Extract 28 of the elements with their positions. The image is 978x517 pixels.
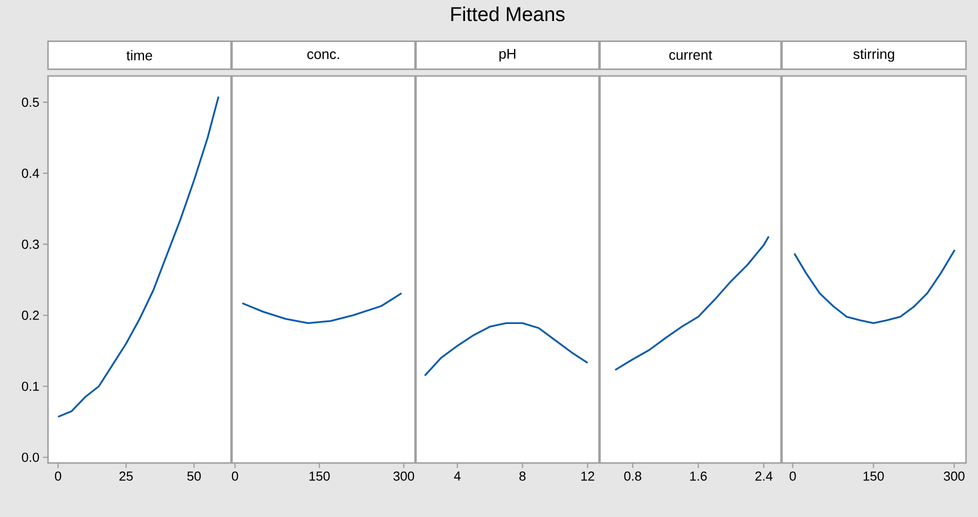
- y-tick-label: 0.3: [22, 240, 39, 249]
- x-axis-title: time: [126, 50, 152, 60]
- y-tick-label: 0.1: [22, 382, 39, 391]
- line-series: [57, 96, 220, 418]
- x-tick-label: 150: [310, 472, 330, 481]
- y-tick-label: 0.5: [22, 98, 39, 107]
- x-tick-label: 300: [944, 472, 964, 481]
- x-axis-title: conc.: [307, 51, 339, 60]
- y-tick-label: 0.2: [22, 310, 39, 320]
- y-tick-label: 0.0: [22, 452, 39, 462]
- x-axis-title: stirring: [853, 48, 894, 62]
- x-tick-label: 50: [187, 472, 201, 481]
- x-tick-label: 0.8: [624, 472, 642, 481]
- x-tick-label: 300: [393, 472, 414, 481]
- x-tick-label: 0: [54, 472, 62, 481]
- x-tick-label: 150: [864, 472, 884, 481]
- x-tick-label: 0: [790, 472, 796, 481]
- x-tick-label: 12: [581, 472, 594, 481]
- x-tick-label: 0: [232, 472, 238, 481]
- x-tick-label: 2.4: [755, 472, 772, 481]
- x-tick-label: 4: [454, 472, 461, 480]
- x-axis-title: current: [669, 50, 712, 60]
- y-tick-label: 0.4: [22, 168, 40, 178]
- x-tick-label: 8: [519, 472, 526, 481]
- x-tick-label: 1.6: [690, 472, 707, 481]
- x-axis-title: pH: [499, 48, 516, 62]
- x-tick-label: 25: [119, 472, 133, 481]
- chart-title: Fitted Means: [451, 6, 565, 22]
